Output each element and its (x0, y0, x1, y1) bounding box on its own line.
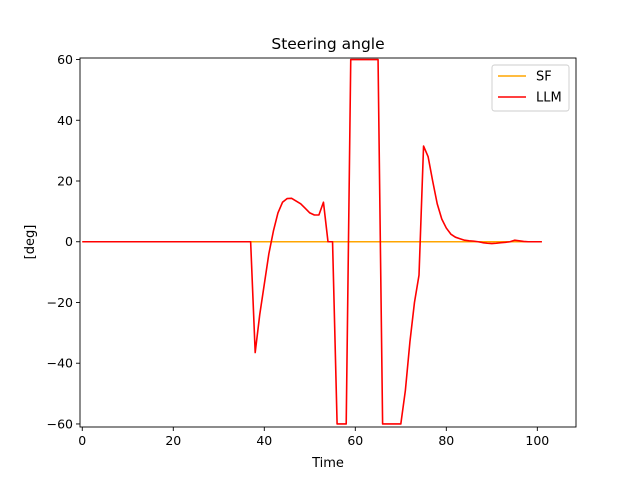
legend: SF LLM (491, 64, 570, 112)
x-axis-label: Time (311, 456, 344, 471)
x-tick-label: 0 (78, 433, 86, 448)
chart-title: Steering angle (271, 35, 384, 53)
x-tick-label: 40 (256, 433, 272, 448)
y-tick-label: 0 (65, 234, 73, 249)
y-axis-label: [deg] (23, 225, 38, 260)
x-tick-label: 60 (347, 433, 363, 448)
y-tick-label: −20 (47, 295, 73, 310)
series-layer (82, 58, 542, 425)
y-tick-label: 60 (57, 52, 73, 67)
y-axis: −60 −40 −20 0 20 40 60 (47, 52, 80, 431)
x-tick-label: 100 (525, 433, 549, 448)
x-tick-label: 80 (438, 433, 454, 448)
x-tick-label: 20 (165, 433, 181, 448)
legend-label-llm: LLM (536, 91, 562, 106)
legend-label-sf: SF (536, 70, 552, 85)
series-line-llm (82, 58, 542, 425)
y-tick-label: −40 (47, 356, 73, 371)
x-axis: 0 20 40 60 80 100 (78, 427, 549, 448)
y-tick-label: −60 (47, 416, 73, 431)
y-tick-label: 40 (57, 113, 73, 128)
plot-frame (79, 57, 577, 428)
y-tick-label: 20 (57, 174, 73, 189)
